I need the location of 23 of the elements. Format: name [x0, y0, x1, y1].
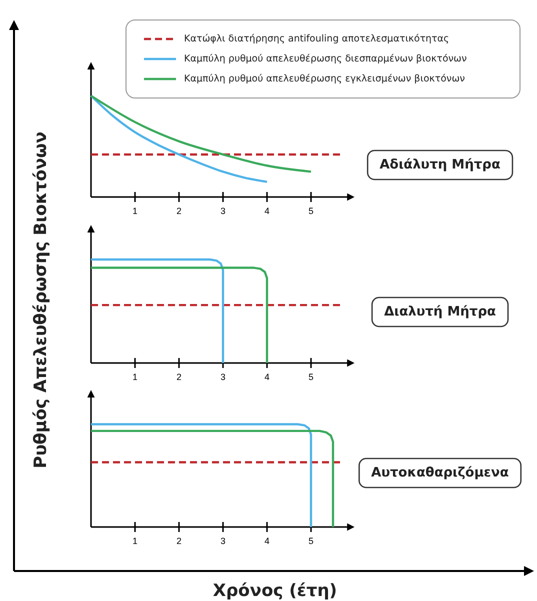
- x-tick-label: 1: [132, 206, 138, 216]
- x-tick-label: 1: [132, 536, 138, 546]
- x-tick-label: 3: [220, 372, 226, 382]
- x-tick-label: 5: [308, 372, 314, 382]
- legend-label: Καμπύλη ρυθμού απελευθέρωσης διεσπαρμένων βιοκτόνων: [184, 54, 467, 64]
- x-tick-label: 4: [264, 206, 270, 216]
- x-tick-label: 3: [220, 536, 226, 546]
- legend-label: Κατώφλι διατήρησης antifouling αποτελεσματικότητας: [184, 34, 450, 44]
- legend-label: Καμπύλη ρυθμού απελευθέρωσης εγκλεισμένων βιοκτόνων: [184, 74, 465, 84]
- x-tick-label: 3: [220, 206, 226, 216]
- x-tick-label: 4: [264, 372, 270, 382]
- x-tick-label: 1: [132, 372, 138, 382]
- x-tick-label: 2: [176, 372, 182, 382]
- x-tick-label: 4: [264, 536, 270, 546]
- x-tick-label: 2: [176, 206, 182, 216]
- x-tick-label: 5: [308, 536, 314, 546]
- x-tick-label: 2: [176, 536, 182, 546]
- x-tick-label: 5: [308, 206, 314, 216]
- x-axis-title: Χρόνος (έτη): [212, 581, 338, 601]
- text: Αυτοκαθαριζόμενα: [371, 466, 509, 480]
- text: Αδιάλυτη Μήτρα: [380, 158, 500, 172]
- y-axis-title: Ρυθμός Απελευθέρωσης Βιοκτόνων: [31, 132, 51, 468]
- text: Διαλυτή Μήτρα: [384, 304, 496, 320]
